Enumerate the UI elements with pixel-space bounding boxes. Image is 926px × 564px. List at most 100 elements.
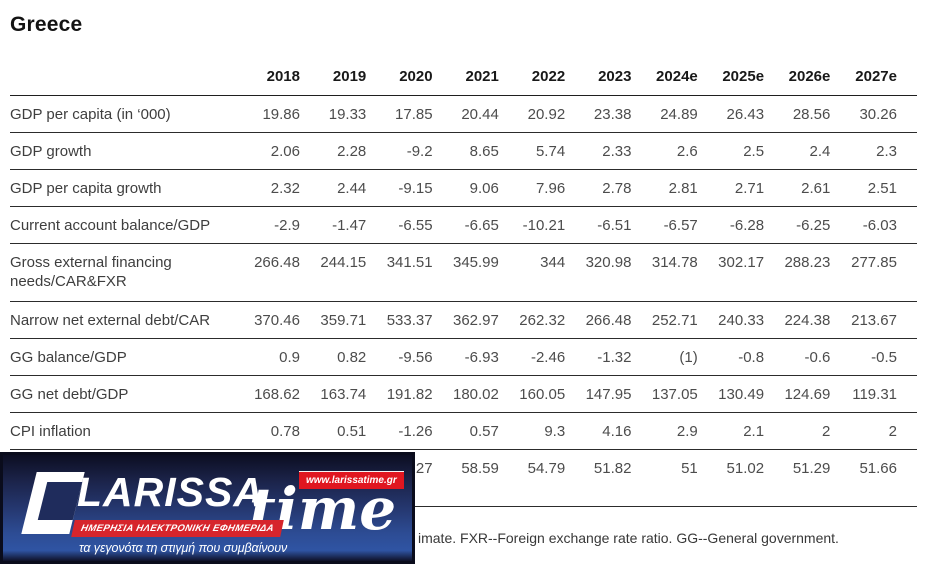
cell-value: -6.28 <box>697 206 765 244</box>
cell-value: 2 <box>764 412 831 450</box>
cell-value: 288.23 <box>764 243 831 302</box>
cell-value: 160.05 <box>498 375 566 413</box>
cell-value: 244.15 <box>299 243 367 302</box>
cell-value: 51.02 <box>697 449 765 507</box>
cell-value: 191.82 <box>366 375 433 413</box>
cell-value: 2.51 <box>830 169 917 207</box>
cell-value: 2.61 <box>764 169 831 207</box>
cell-value: -9.56 <box>366 338 433 376</box>
cell-value: -1.32 <box>565 338 632 376</box>
cell-value: 359.71 <box>299 301 367 339</box>
table-row: GDP per capita (in ‘000) 19.86 19.33 17.85 2… <box>10 95 917 133</box>
watermark-banner: LARISSA time www.larissatime.gr ΗΜΕΡΗΣΙΑ… <box>0 452 415 564</box>
cell-value: -10.21 <box>498 206 566 244</box>
watermark-ribbon: ΗΜΕΡΗΣΙΑ ΗΛΕΚΤΡΟΝΙΚΗ ΕΦΗΜΕΡΙΔΑ <box>71 520 284 537</box>
year-header: 2026e <box>764 60 831 96</box>
cell-value: 19.33 <box>299 95 367 133</box>
row-label: GG balance/GDP <box>10 338 234 376</box>
cell-value: 0.57 <box>432 412 499 450</box>
cell-value: -6.57 <box>631 206 698 244</box>
cell-value: (1) <box>631 338 698 376</box>
year-header: 2025e <box>697 60 765 96</box>
cell-value: 9.3 <box>498 412 566 450</box>
cell-value: 341.51 <box>366 243 433 302</box>
cell-value: 2.32 <box>233 169 300 207</box>
cell-value: 370.46 <box>233 301 300 339</box>
cell-value: 9.06 <box>432 169 499 207</box>
cell-value: 20.92 <box>498 95 566 133</box>
cell-value: 23.38 <box>565 95 632 133</box>
watermark-tagline: τα γεγονότα τη στιγμή που συμβαίνουν <box>79 541 288 555</box>
cell-value: 2.5 <box>697 132 765 170</box>
cell-value: 51.82 <box>565 449 632 507</box>
cell-value: 124.69 <box>764 375 831 413</box>
table-row: GDP growth 2.06 2.28 -9.2 8.65 5.74 2.33 2.6 2.5… <box>10 132 917 170</box>
cell-value: 51.29 <box>764 449 831 507</box>
cell-value: 262.32 <box>498 301 566 339</box>
cell-value: -1.26 <box>366 412 433 450</box>
year-header: 2024e <box>631 60 698 96</box>
cell-value: 2.28 <box>299 132 367 170</box>
cell-value: 224.38 <box>764 301 831 339</box>
year-header: 2023 <box>565 60 632 96</box>
cell-value: -6.65 <box>432 206 499 244</box>
cell-value: -6.03 <box>830 206 917 244</box>
cell-value: 168.62 <box>233 375 300 413</box>
page-title: Greece <box>10 13 83 36</box>
cell-value: 28.56 <box>764 95 831 133</box>
cell-value: 147.95 <box>565 375 632 413</box>
cell-value: 19.86 <box>233 95 300 133</box>
cell-value: 2.3 <box>830 132 917 170</box>
cell-value: 362.97 <box>432 301 499 339</box>
cell-value: 0.78 <box>233 412 300 450</box>
watermark-brand-name: LARISSA <box>77 469 264 515</box>
cell-value: 7.96 <box>498 169 566 207</box>
cell-value: 58.59 <box>432 449 499 507</box>
row-label: Narrow net external debt/CAR <box>10 301 234 339</box>
cell-value: 0.9 <box>233 338 300 376</box>
cell-value: 533.37 <box>366 301 433 339</box>
cell-value: -6.93 <box>432 338 499 376</box>
cell-value: 266.48 <box>565 301 632 339</box>
row-label: Current account balance/GDP <box>10 206 234 244</box>
cell-value: 2.81 <box>631 169 698 207</box>
cell-value: -6.55 <box>366 206 433 244</box>
cell-value: 2.4 <box>764 132 831 170</box>
year-header: 2019 <box>299 60 367 96</box>
cell-value: 30.26 <box>830 95 917 133</box>
cell-value: -2.46 <box>498 338 566 376</box>
cell-value: 17.85 <box>366 95 433 133</box>
cell-value: 2.78 <box>565 169 632 207</box>
table-row: Narrow net external debt/CAR 370.46 359.71… <box>10 301 917 339</box>
cell-value: 51 <box>631 449 698 507</box>
cell-value: 163.74 <box>299 375 367 413</box>
cell-value: 213.67 <box>830 301 917 339</box>
cell-value: 4.16 <box>565 412 632 450</box>
row-label: GDP growth <box>10 132 234 170</box>
cell-value: 277.85 <box>830 243 917 302</box>
year-header: 2022 <box>498 60 566 96</box>
cell-value: 2 <box>830 412 917 450</box>
year-header: 2021 <box>432 60 499 96</box>
cell-value: 2.44 <box>299 169 367 207</box>
cell-value: 137.05 <box>631 375 698 413</box>
cell-value: 2.9 <box>631 412 698 450</box>
corner-cell <box>10 60 234 96</box>
row-label: GG net debt/GDP <box>10 375 234 413</box>
footnote: imate. FXR--Foreign exchange rate ratio.… <box>418 530 839 546</box>
cell-value: 2.6 <box>631 132 698 170</box>
cell-value: -0.8 <box>697 338 765 376</box>
cell-value: 344 <box>498 243 566 302</box>
cell-value: 26.43 <box>697 95 765 133</box>
cell-value: 345.99 <box>432 243 499 302</box>
cell-value: 5.74 <box>498 132 566 170</box>
cell-value: 252.71 <box>631 301 698 339</box>
cell-value: 2.06 <box>233 132 300 170</box>
year-header: 2020 <box>366 60 433 96</box>
year-header: 2018 <box>233 60 300 96</box>
cell-value: -1.47 <box>299 206 367 244</box>
cell-value: -0.5 <box>830 338 917 376</box>
row-label: CPI inflation <box>10 412 234 450</box>
cell-value: -6.51 <box>565 206 632 244</box>
